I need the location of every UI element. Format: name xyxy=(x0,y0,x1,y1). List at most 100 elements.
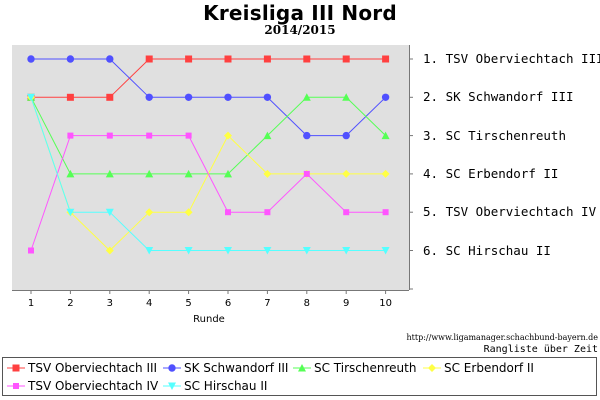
rank-label: 2. SK Schwandorf III xyxy=(423,89,574,105)
data-point xyxy=(302,93,311,101)
legend-item: SK Schwandorf III xyxy=(163,360,288,376)
data-point xyxy=(224,131,232,140)
data-point xyxy=(66,55,75,63)
data-point xyxy=(27,55,35,63)
data-point xyxy=(185,55,193,63)
data-point xyxy=(224,55,232,63)
data-point xyxy=(224,169,232,178)
data-point xyxy=(263,169,272,178)
x-tick-label: 3 xyxy=(107,298,113,309)
data-point xyxy=(66,208,75,217)
series-line xyxy=(31,58,386,137)
data-point xyxy=(263,93,272,102)
legend-marker xyxy=(298,364,306,372)
data-point xyxy=(184,169,193,178)
data-point xyxy=(106,132,113,139)
legend-label: SK Schwandorf III xyxy=(184,361,289,375)
legend-item: TSV Oberviechtach III xyxy=(7,360,157,376)
data-point xyxy=(28,247,34,254)
legend-item: SC Tirschenreuth xyxy=(293,360,416,376)
rank-label: 5. TSV Oberviechtach IV xyxy=(423,204,597,220)
data-point xyxy=(184,247,193,255)
data-point xyxy=(303,170,310,177)
x-tick-label: 7 xyxy=(264,298,270,309)
data-point xyxy=(342,93,351,101)
series-4 xyxy=(27,93,390,255)
data-point xyxy=(66,93,74,101)
legend-swatch xyxy=(7,364,25,372)
series-line xyxy=(30,135,386,251)
source-url: http://www.ligamanager.schachbund-bayern… xyxy=(406,333,598,342)
data-point xyxy=(263,55,271,63)
data-point xyxy=(145,169,154,178)
data-point xyxy=(185,132,192,139)
legend-item: TSV Oberviechtach IV xyxy=(7,378,158,394)
rank-label: 4. SC Erbendorf II xyxy=(423,165,559,181)
legend-marker xyxy=(428,364,436,372)
data-point xyxy=(146,132,153,139)
data-point xyxy=(382,55,390,63)
rank-label: 3. SC Tirschenreuth xyxy=(423,127,566,143)
legend-label: SC Tirschenreuth xyxy=(314,361,417,375)
legend-label: SC Hirschau II xyxy=(184,379,268,393)
data-point xyxy=(381,131,390,140)
x-tick-label: 4 xyxy=(146,298,152,309)
data-point xyxy=(27,93,35,102)
data-point xyxy=(145,208,154,217)
data-point xyxy=(342,169,351,178)
legend-marker xyxy=(12,364,20,372)
data-point xyxy=(303,55,311,63)
chart-legend: TSV Oberviechtach III SK Schwandorf III SC… xyxy=(2,357,597,396)
x-tick-label: 8 xyxy=(304,298,310,309)
x-tick-label: 10 xyxy=(379,298,392,309)
data-point xyxy=(145,247,154,255)
data-point xyxy=(106,93,114,101)
rank-label: 6. SC Hirschau II xyxy=(423,242,551,258)
data-point xyxy=(224,247,232,255)
series-line xyxy=(31,58,386,98)
chart-subtitle: 2014/2015 xyxy=(264,23,336,37)
data-point xyxy=(224,93,232,102)
data-point xyxy=(67,132,74,139)
data-point xyxy=(66,169,75,178)
data-point xyxy=(105,246,114,255)
legend-marker xyxy=(168,382,176,390)
x-tick-label: 1 xyxy=(28,298,34,309)
data-point xyxy=(105,169,114,178)
legend-marker xyxy=(13,383,19,389)
data-point xyxy=(342,131,350,140)
legend-marker xyxy=(168,364,176,372)
legend-label: SC Erbendorf II xyxy=(444,361,534,375)
legend-label: TSV Oberviechtach III xyxy=(28,361,158,375)
data-point xyxy=(145,55,153,63)
legend-item: SC Erbendorf II xyxy=(423,360,534,376)
data-point xyxy=(225,209,231,216)
legend-item: SC Hirschau II xyxy=(163,378,267,394)
rank-label: 1. TSV Oberviechtach III xyxy=(423,51,600,66)
data-point xyxy=(263,247,272,255)
data-point xyxy=(263,131,272,140)
legend-swatch xyxy=(423,364,441,372)
plot-area xyxy=(12,45,409,290)
legend-label: TSV Oberviechtach IV xyxy=(28,379,159,393)
x-tick-label: 6 xyxy=(225,298,231,309)
data-point xyxy=(342,55,350,63)
chart-title: Kreisliga III Nord xyxy=(203,1,397,25)
data-point xyxy=(302,247,311,255)
x-tick-label: 9 xyxy=(343,298,349,309)
data-point xyxy=(381,93,390,102)
x-tick-label: 2 xyxy=(67,298,73,309)
data-point xyxy=(381,247,390,255)
data-point xyxy=(382,209,389,216)
legend-swatch xyxy=(293,364,311,372)
data-point xyxy=(303,131,311,140)
data-point xyxy=(264,209,271,216)
x-tick-label: 5 xyxy=(185,298,191,309)
series-line xyxy=(30,97,386,251)
data-point xyxy=(145,93,153,102)
series-2 xyxy=(27,55,390,140)
data-point xyxy=(105,208,114,217)
data-point xyxy=(343,209,350,216)
data-point xyxy=(381,169,390,178)
